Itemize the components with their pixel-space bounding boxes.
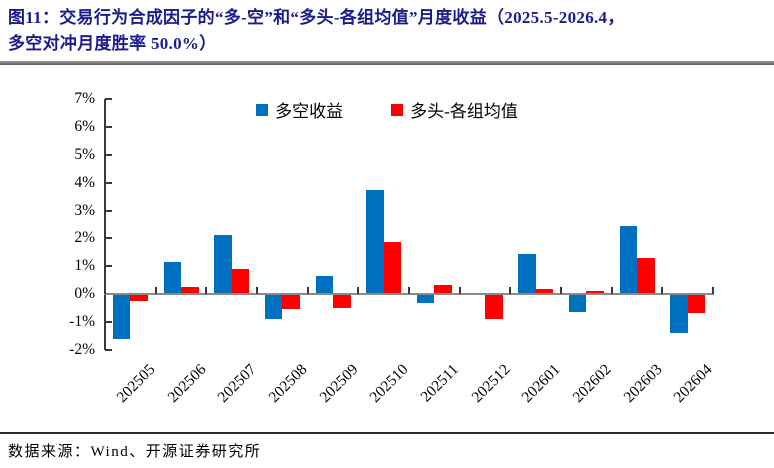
- bar: [366, 190, 384, 293]
- bar: [485, 295, 503, 319]
- x-tick-mark: [712, 287, 714, 294]
- bar: [282, 295, 300, 309]
- x-axis-label: 202510: [366, 361, 412, 406]
- y-tick-label: -1%: [69, 312, 95, 330]
- zero-line: [104, 293, 714, 295]
- x-tick-mark: [458, 287, 461, 294]
- y-tick-mark: [105, 209, 112, 212]
- bar: [333, 295, 351, 308]
- y-tick-label: 1%: [74, 257, 95, 275]
- x-tick-mark: [509, 287, 512, 294]
- x-axis-label: 202511: [417, 361, 463, 406]
- bar: [637, 258, 655, 293]
- x-tick-mark: [205, 287, 208, 294]
- bar: [416, 295, 435, 304]
- x-tick-mark: [610, 287, 613, 294]
- x-axis-label: 202509: [316, 361, 362, 406]
- x-axis-label: 202505: [113, 361, 159, 406]
- x-axis-label: 202508: [265, 361, 311, 406]
- x-axis-label: 202604: [670, 361, 716, 406]
- y-tick-label: -2%: [69, 340, 95, 358]
- legend-label: 多头-各组均值: [410, 102, 518, 121]
- bar: [181, 287, 199, 293]
- y-tick-label: 0%: [74, 285, 95, 302]
- bar: [434, 284, 452, 293]
- y-tick-label: 6%: [74, 118, 95, 136]
- title-divider: [0, 61, 774, 65]
- legend-item: 多头-各组均值: [391, 97, 518, 122]
- bar: [112, 295, 131, 340]
- x-tick-mark: [256, 287, 258, 294]
- y-tick-mark: [105, 348, 112, 351]
- legend-label: 多空收益: [275, 102, 344, 121]
- bar: [163, 262, 181, 293]
- chart-legend: 多空收益 多头-各组均值: [0, 97, 774, 122]
- legend-item: 多空收益: [256, 97, 343, 122]
- bar: [535, 288, 554, 293]
- x-tick-mark: [357, 287, 360, 294]
- x-tick-mark: [306, 287, 309, 294]
- bar: [687, 295, 706, 314]
- y-tick-mark: [105, 181, 112, 184]
- x-tick-mark: [408, 287, 410, 294]
- bar: [568, 295, 587, 312]
- data-source: 数据来源：Wind、开源证券研究所: [8, 444, 262, 460]
- y-tick-mark: [105, 126, 112, 129]
- figure-title-line1: 图11：交易行为合成因子的“多-空”和“多头-各组均值”月度收益（2025.5-…: [8, 8, 625, 27]
- x-axis-label: 202603: [620, 361, 666, 406]
- figure-title-line2: 多空对冲月度胜率 50.0%）: [8, 34, 217, 53]
- bar: [586, 291, 604, 293]
- x-tick-mark: [560, 287, 562, 294]
- bar: [264, 295, 283, 319]
- y-axis-line: [104, 99, 106, 350]
- bar: [231, 269, 250, 293]
- bar: [383, 241, 402, 293]
- bar-chart: 多空收益 多头-各组均值 7% 6% 5% 4% 3% 2% 1% 0% -1% -2% 202505…: [0, 85, 774, 433]
- x-tick-mark: [104, 287, 106, 294]
- footer-divider: [0, 432, 774, 434]
- x-axis-label: 202601: [518, 361, 564, 406]
- bar: [315, 276, 333, 293]
- x-axis-label: 202602: [569, 361, 615, 406]
- legend-swatch-icon: [256, 103, 269, 116]
- x-tick-mark: [661, 287, 664, 294]
- bar: [518, 254, 536, 293]
- y-tick-label: 4%: [74, 173, 95, 191]
- y-tick-label: 5%: [74, 146, 95, 163]
- bar: [619, 226, 637, 293]
- x-axis-label: 202507: [214, 361, 260, 406]
- x-axis-label: 202512: [468, 361, 514, 406]
- y-tick-mark: [105, 154, 112, 156]
- figure-title: 图11：交易行为合成因子的“多-空”和“多头-各组均值”月度收益（2025.5-…: [8, 5, 770, 57]
- y-tick-mark: [105, 320, 112, 323]
- y-tick-mark: [105, 237, 112, 240]
- x-tick-mark: [154, 287, 157, 294]
- legend-swatch-icon: [391, 103, 404, 116]
- bar: [130, 295, 148, 301]
- bar: [670, 295, 688, 333]
- y-tick-label: 7%: [74, 90, 95, 108]
- y-tick-label: 3%: [74, 201, 95, 219]
- x-axis-label: 202506: [164, 361, 210, 406]
- y-tick-mark: [105, 265, 112, 268]
- bar: [214, 234, 232, 293]
- y-tick-mark: [105, 98, 112, 101]
- y-tick-label: 2%: [74, 229, 95, 247]
